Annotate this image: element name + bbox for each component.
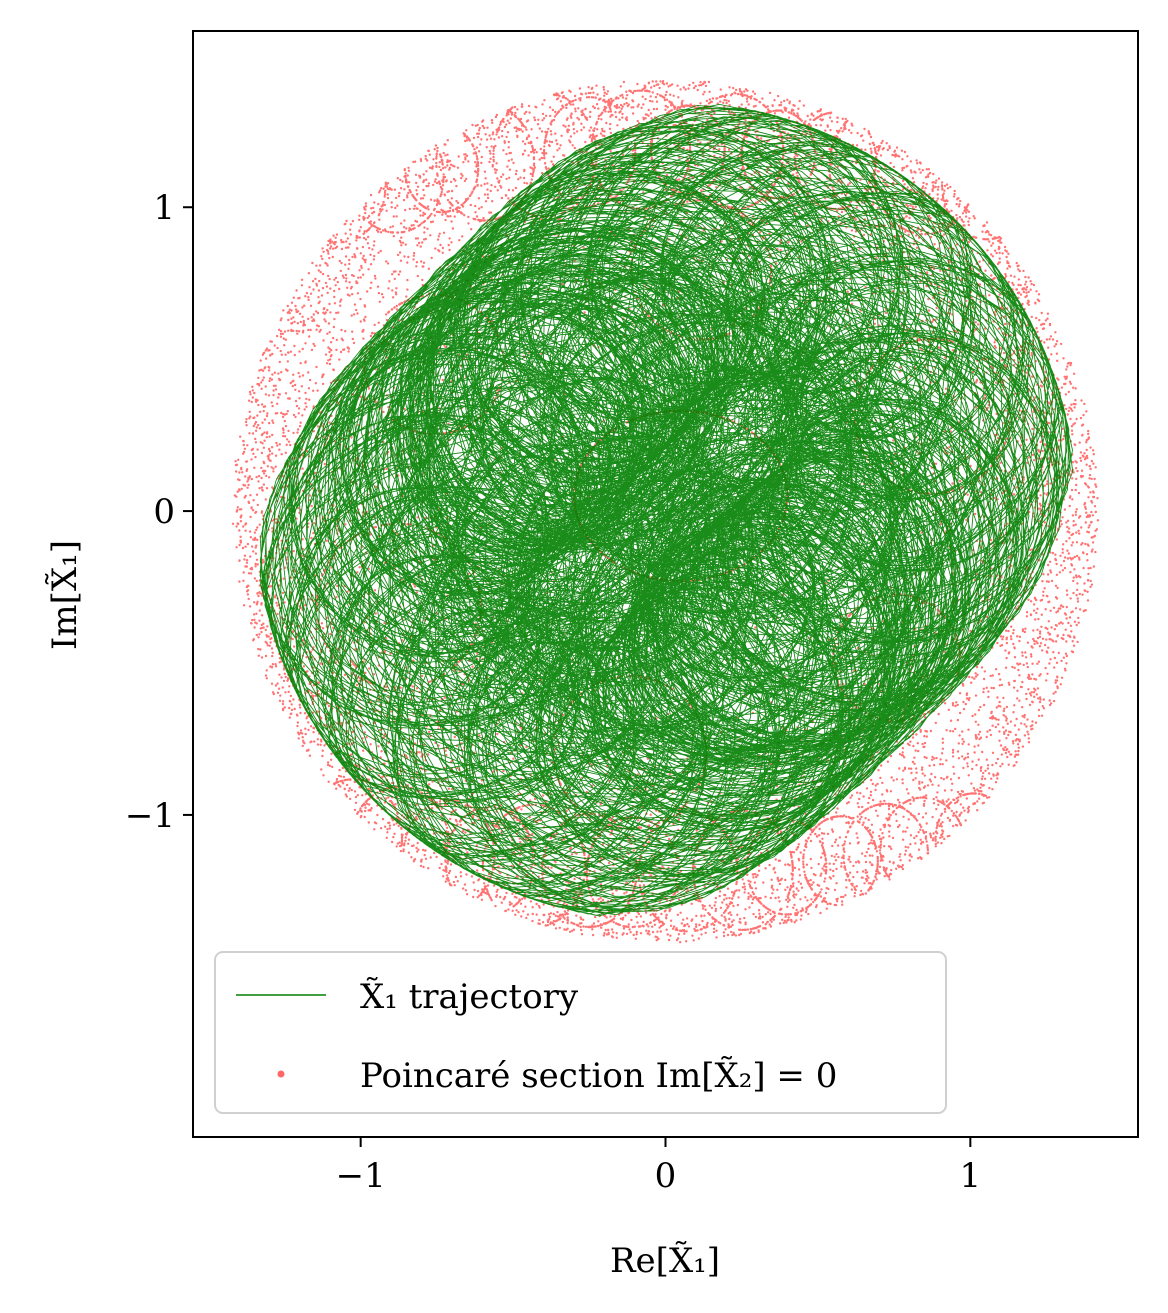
x-tick-label: −1 — [336, 1156, 386, 1196]
x-axis-label: Re[X̃₁] — [610, 1241, 720, 1281]
y-axis-ticks: 1 0 −1 — [125, 188, 193, 836]
plot-area — [231, 80, 1100, 944]
legend: X̃₁ trajectory Poincaré section Im[X̃₂] … — [214, 951, 947, 1114]
trajectory-line — [259, 103, 1074, 917]
y-tick-label: 1 — [153, 188, 175, 228]
y-axis-label: Im[X̃₁] — [45, 540, 85, 650]
trajectory-lines — [259, 103, 1074, 917]
x-tick-label: 1 — [960, 1156, 982, 1196]
legend-label-poincare: Poincaré section Im[X̃₂] = 0 — [360, 1056, 837, 1096]
y-tick-label: −1 — [125, 796, 175, 836]
x-tick-label: 0 — [655, 1156, 677, 1196]
legend-label-trajectory: X̃₁ trajectory — [360, 977, 579, 1017]
y-tick-label: 0 — [153, 492, 175, 532]
x-axis-ticks: −1 0 1 — [336, 1137, 982, 1196]
legend-box — [214, 951, 947, 1114]
legend-point-swatch — [277, 1070, 285, 1078]
